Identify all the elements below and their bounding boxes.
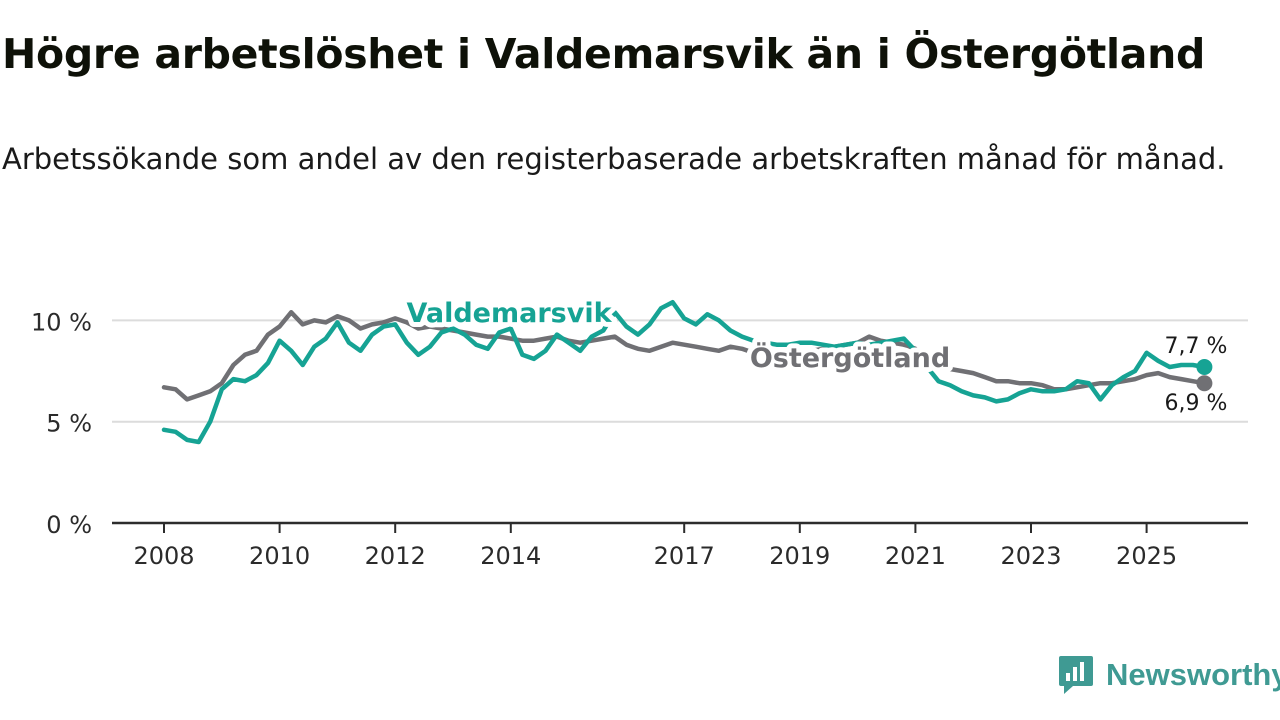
end-point-östergötland (1196, 375, 1213, 392)
x-tick-label: 2014 (480, 542, 541, 570)
y-tick-label: 0 % (46, 511, 92, 539)
x-tick-label: 2025 (1116, 542, 1177, 570)
end-label-valdemarsvik: 7,7 % (1165, 334, 1228, 359)
y-tick-label: 10 % (31, 308, 92, 336)
x-axis: 2008 2010 2012 2014 2017 2019 2021 2023 2025 (112, 521, 1248, 570)
x-tick-label: 2021 (885, 542, 946, 570)
series-labels: 6,9 % 7,7 % Valdemarsvik Östergötland (401, 293, 1228, 416)
series-label-valdemarsvik: Valdemarsvik (406, 298, 612, 329)
x-tick-label: 2019 (769, 542, 830, 570)
series-line-östergötland (161, 310, 1207, 402)
end-point-valdemarsvik (1196, 358, 1213, 375)
series-label-ostergotland: Östergötland (750, 341, 950, 374)
brand-name: Newsworthy (1106, 657, 1280, 692)
x-tick-label: 2010 (249, 542, 310, 570)
chart-title: Högre arbetslöshet i Valdemarsvik än i Ö… (2, 30, 1206, 78)
chart-subtitle: Arbetssökande som andel av den registerb… (2, 142, 1226, 176)
series-lines (161, 299, 1213, 445)
x-tick-label: 2008 (133, 542, 194, 570)
x-tick-label: 2023 (1000, 542, 1061, 570)
x-tick-label: 2012 (365, 542, 426, 570)
gridlines: 0 % 5 % 10 % (31, 308, 1248, 539)
brand: Newsworthy (1058, 654, 1280, 696)
series-line-valdemarsvik (161, 299, 1207, 445)
y-tick-label: 5 % (46, 410, 92, 438)
end-label-ostergotland: 6,9 % (1165, 391, 1228, 416)
newsworthy-logo-icon (1059, 656, 1093, 694)
x-tick-label: 2017 (654, 542, 715, 570)
